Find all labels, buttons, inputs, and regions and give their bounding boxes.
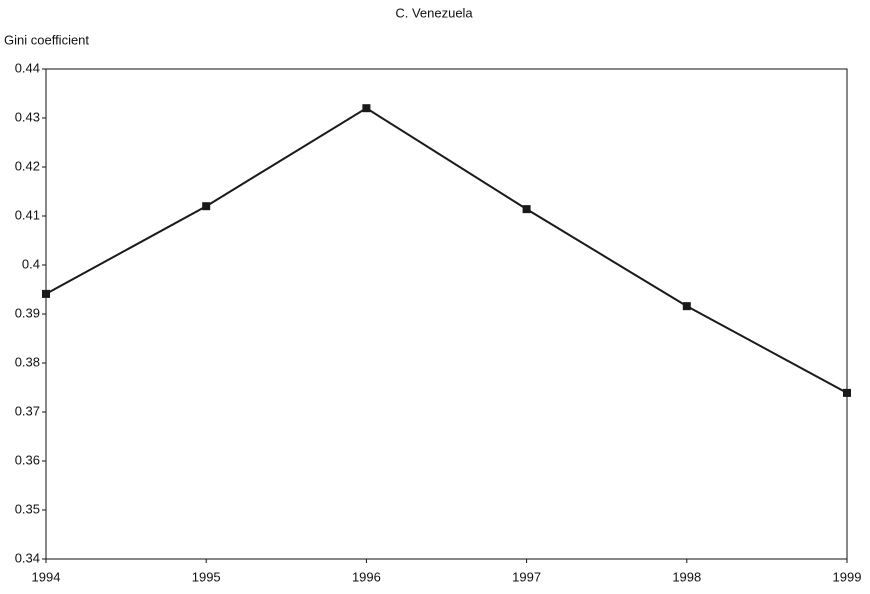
plot-frame: [45, 68, 848, 560]
y-tick-label: 0.44: [15, 60, 40, 75]
y-tick-label: 0.41: [15, 207, 40, 222]
x-tick-label: 1999: [833, 569, 862, 584]
y-tick-label: 0.4: [22, 256, 40, 271]
marker: [682, 302, 691, 311]
marker: [202, 202, 211, 211]
x-tick-label: 1996: [352, 569, 381, 584]
chart-title: C. Venezuela: [395, 5, 473, 20]
y-tick-label: 0.36: [15, 452, 40, 467]
y-tick-label: 0.43: [15, 109, 40, 124]
y-tick-label: 0.42: [15, 158, 40, 173]
y-axis-label: Gini coefficient: [4, 32, 89, 47]
x-tick-label: 1998: [672, 569, 701, 584]
marker: [362, 104, 371, 113]
y-tick-label: 0.34: [15, 550, 40, 565]
marker: [42, 289, 50, 298]
x-tick-label: 1997: [512, 569, 541, 584]
line: [45, 107, 848, 394]
y-tick-label: 0.39: [15, 305, 40, 320]
marker: [522, 205, 531, 214]
y-tick-label: 0.37: [15, 403, 40, 418]
x-tick-label: 1994: [32, 569, 61, 584]
marker: [843, 388, 851, 397]
y-tick-label: 0.38: [15, 354, 40, 369]
y-tick-label: 0.35: [15, 501, 40, 516]
x-tick-label: 1995: [192, 569, 221, 584]
